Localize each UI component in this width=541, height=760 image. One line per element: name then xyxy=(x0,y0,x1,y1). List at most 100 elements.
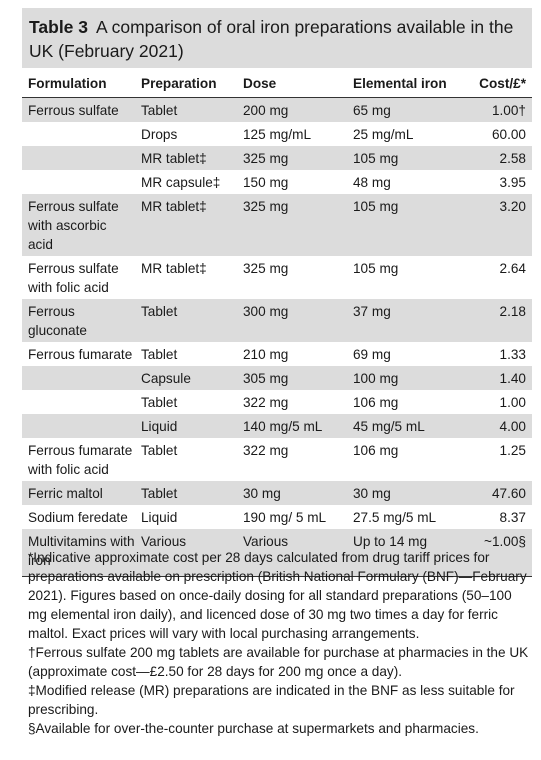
cell-elemental-iron: 105 mg xyxy=(353,261,399,276)
cell-cost: 2.58 xyxy=(457,146,532,170)
cell-cost: ~1.00§ xyxy=(457,529,532,577)
cell-dose: 30 mg xyxy=(237,481,347,505)
cell-dose: 125 mg/mL xyxy=(243,127,312,142)
cell-dose: 325 mg xyxy=(237,146,347,170)
footnote-double-dagger: ‡Modified release (MR) preparations are … xyxy=(28,683,515,717)
cell-formulation: Ferrous fumarate xyxy=(28,347,133,362)
table-row: MR tablet‡ 325 mg 105 mg 2.58 xyxy=(22,146,532,170)
cell-formulation xyxy=(22,122,135,146)
header-elemental-iron: Elemental iron xyxy=(347,68,457,98)
cell-formulation xyxy=(22,390,135,414)
cell-dose: 190 mg/ 5 mL xyxy=(243,510,327,525)
cell-cost: 8.37 xyxy=(499,510,526,525)
cell-cost: 1.25 xyxy=(499,443,526,458)
table-row: Tablet 322 mg 106 mg 1.00 xyxy=(22,390,532,414)
cell-formulation: Ferrous sulfate xyxy=(22,97,135,122)
cell-elemental-iron: 69 mg xyxy=(353,347,391,362)
cell-dose: 325 mg xyxy=(237,194,347,256)
cell-elemental-iron: 45 mg/5 mL xyxy=(347,414,457,438)
cell-dose: Various xyxy=(237,529,347,577)
table-row: Ferrous fumarate with folic acid Tablet 32… xyxy=(22,438,532,481)
cell-elemental-iron: 106 mg xyxy=(353,443,399,458)
table-title: A comparison of oral iron preparations a… xyxy=(29,17,514,61)
cell-preparation: Tablet xyxy=(135,97,237,122)
table-row: Ferrous sulfate Tablet 200 mg 65 mg 1.00† xyxy=(22,97,532,122)
cell-formulation: Sodium feredate xyxy=(28,510,128,525)
cell-formulation xyxy=(22,414,135,438)
footnote-cost: *Indicative approximate cost per 28 days… xyxy=(28,550,527,641)
cell-cost: 1.33 xyxy=(499,347,526,362)
cell-elemental-iron: 100 mg xyxy=(347,366,457,390)
cell-preparation: Various xyxy=(135,529,237,577)
cell-cost: 47.60 xyxy=(457,481,532,505)
cell-elemental-iron: 106 mg xyxy=(353,395,399,410)
cell-dose: 305 mg xyxy=(237,366,347,390)
cell-cost: 2.64 xyxy=(499,261,526,276)
cell-dose: 140 mg/5 mL xyxy=(237,414,347,438)
header-row: Formulation Preparation Dose Elemental i… xyxy=(22,68,532,98)
cell-cost: 3.95 xyxy=(499,175,526,190)
table-row: Ferrous sulfate with folic acid MR tablet… xyxy=(22,256,532,299)
table-row: Sodium feredate Liquid 190 mg/ 5 mL 27.5 mg… xyxy=(22,505,532,529)
header-preparation: Preparation xyxy=(135,68,237,98)
cell-cost: 1.00 xyxy=(499,395,526,410)
cell-elemental-iron: 27.5 mg/5 mL xyxy=(353,510,437,525)
table-row: Ferric maltol Tablet 30 mg 30 mg 47.60 xyxy=(22,481,532,505)
cell-dose: 325 mg xyxy=(243,261,289,276)
header-cost: Cost/£* xyxy=(457,68,532,98)
footnotes: *Indicative approximate cost per 28 days… xyxy=(22,548,532,738)
cell-preparation: Tablet xyxy=(141,347,178,362)
cell-preparation: Liquid xyxy=(141,510,178,525)
table-label: Table 3 xyxy=(29,17,89,37)
cell-cost: 4.00 xyxy=(457,414,532,438)
cell-preparation: Tablet xyxy=(141,395,178,410)
cell-dose: 150 mg xyxy=(243,175,289,190)
cell-preparation: Tablet xyxy=(135,299,237,342)
cell-preparation: Drops xyxy=(141,127,178,142)
cell-elemental-iron: 37 mg xyxy=(347,299,457,342)
cell-preparation: Liquid xyxy=(135,414,237,438)
cell-formulation: Ferrous fumarate with folic acid xyxy=(28,443,133,477)
table-row: Ferrous gluconate Tablet 300 mg 37 mg 2.18 xyxy=(22,299,532,342)
cell-dose: 200 mg xyxy=(237,97,347,122)
table-row: MR capsule‡ 150 mg 48 mg 3.95 xyxy=(22,170,532,194)
cell-formulation: Ferric maltol xyxy=(22,481,135,505)
table-body: Ferrous sulfate Tablet 200 mg 65 mg 1.00† Dro… xyxy=(22,97,532,577)
table-row: Ferrous fumarate Tablet 210 mg 69 mg 1.33 xyxy=(22,342,532,366)
cell-elemental-iron: 48 mg xyxy=(353,175,391,190)
table-row: Liquid 140 mg/5 mL 45 mg/5 mL 4.00 xyxy=(22,414,532,438)
cell-dose: 210 mg xyxy=(243,347,289,362)
data-table: Formulation Preparation Dose Elemental i… xyxy=(22,68,532,577)
cell-formulation: Multivitamins with iron xyxy=(22,529,135,577)
cell-formulation: Ferrous gluconate xyxy=(22,299,135,342)
table-row: Capsule 305 mg 100 mg 1.40 xyxy=(22,366,532,390)
cell-dose: 300 mg xyxy=(237,299,347,342)
header-dose: Dose xyxy=(237,68,347,98)
cell-elemental-iron: Up to 14 mg xyxy=(347,529,457,577)
table-row: Ferrous sulfate with ascorbic acid MR tab… xyxy=(22,194,532,256)
header-formulation: Formulation xyxy=(22,68,135,98)
cell-preparation: MR tablet‡ xyxy=(135,146,237,170)
cell-elemental-iron: 105 mg xyxy=(347,194,457,256)
cell-elemental-iron: 65 mg xyxy=(347,97,457,122)
cell-preparation: MR tablet‡ xyxy=(135,194,237,256)
cell-cost: 60.00 xyxy=(491,127,526,142)
cell-dose: 322 mg xyxy=(243,395,289,410)
cell-preparation: MR capsule‡ xyxy=(141,175,221,190)
cell-cost: 2.18 xyxy=(457,299,532,342)
cell-elemental-iron: 30 mg xyxy=(347,481,457,505)
cell-cost: 1.00† xyxy=(457,97,532,122)
footnote-section: §Available for over-the-counter purchase… xyxy=(28,721,479,736)
cell-preparation: Capsule xyxy=(135,366,237,390)
footnote-dagger: †Ferrous sulfate 200 mg tablets are avai… xyxy=(28,645,529,679)
cell-formulation xyxy=(22,170,135,194)
cell-cost: 1.40 xyxy=(457,366,532,390)
table-row: Drops 125 mg/mL 25 mg/mL 60.00 xyxy=(22,122,532,146)
cell-formulation: Ferrous sulfate with ascorbic acid xyxy=(22,194,135,256)
cell-preparation: MR tablet‡ xyxy=(141,261,207,276)
cell-formulation: Ferrous sulfate with folic acid xyxy=(28,261,119,295)
cell-formulation xyxy=(22,366,135,390)
cell-elemental-iron: 105 mg xyxy=(347,146,457,170)
